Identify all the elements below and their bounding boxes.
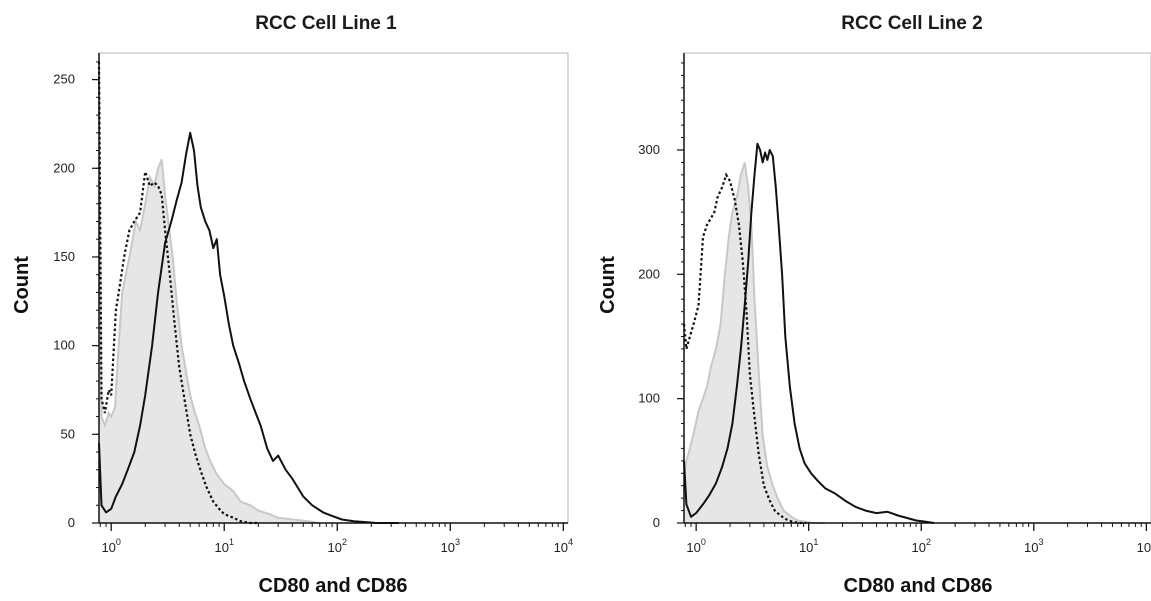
series-area-filled — [684, 162, 826, 523]
y-tick-label: 300 — [638, 142, 660, 157]
series-layer — [97, 61, 399, 525]
series-outline-gray — [98, 79, 320, 524]
x-tick-labels: 100 101 102 103 104 — [686, 537, 1151, 555]
x-tick-label: 102 — [912, 537, 931, 555]
series-line-solid — [683, 142, 935, 524]
series-line-dotted — [97, 61, 259, 525]
x-tick-label: 101 — [799, 537, 818, 555]
chart-title: RCC Cell Line 1 — [255, 13, 397, 34]
axes-layer — [677, 53, 1151, 531]
x-tick-label: 102 — [328, 537, 347, 555]
y-tick-label: 100 — [638, 391, 660, 406]
x-tick-label: 100 — [686, 537, 705, 555]
y-tick-label: 0 — [68, 515, 75, 530]
x-tick-label: 101 — [214, 537, 233, 555]
y-tick-label: 0 — [653, 515, 660, 530]
x-tick-label: 104 — [1137, 537, 1151, 555]
y-tick-label: 200 — [53, 160, 75, 175]
y-tick-label: 200 — [638, 266, 660, 281]
x-axis-label: CD80 and CD86 — [844, 575, 993, 597]
y-tick-label: 100 — [53, 338, 75, 353]
series-line-dotted — [682, 172, 807, 525]
y-tick-label: 150 — [53, 249, 75, 264]
x-tick-label: 103 — [441, 537, 460, 555]
series-layer — [682, 142, 935, 525]
y-tick-labels: 0 100 200 300 — [638, 142, 660, 530]
x-tick-label: 104 — [554, 537, 573, 555]
y-axis-label: Count — [11, 256, 33, 314]
series-line-solid — [98, 131, 399, 524]
series-outline-gray — [683, 162, 826, 524]
x-tick-labels: 100 101 102 103 104 — [101, 537, 573, 555]
axes-layer — [92, 53, 568, 531]
y-tick-label: 50 — [61, 426, 75, 441]
y-tick-label: 250 — [53, 72, 75, 87]
y-tick-labels: 0 50 100 150 200 250 — [53, 72, 75, 530]
x-tick-label: 100 — [101, 537, 120, 555]
series-area-filled — [99, 79, 320, 523]
y-axis-label: Count — [597, 256, 619, 314]
x-tick-label: 103 — [1024, 537, 1043, 555]
chart-title: RCC Cell Line 2 — [841, 13, 982, 34]
x-axis-label: CD80 and CD86 — [259, 575, 408, 597]
